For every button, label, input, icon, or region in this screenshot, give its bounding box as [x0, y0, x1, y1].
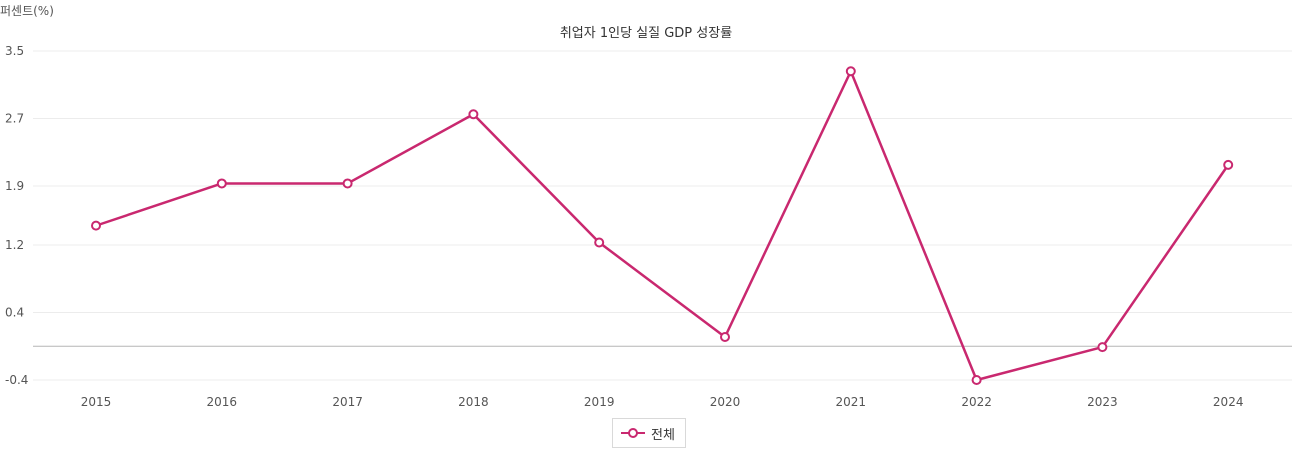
x-tick-label: 2021 — [836, 395, 867, 409]
data-point[interactable] — [594, 237, 605, 248]
series-line — [95, 69, 1230, 382]
y-tick-label: 0.4 — [5, 306, 24, 320]
data-point[interactable] — [720, 331, 730, 342]
data-point[interactable] — [845, 66, 856, 77]
axis-labels: 3.5 2.7 1.9 1.2 0.4 -0.4 2015 2016 2017 2018 2019 2… — [5, 44, 1243, 409]
x-tick-label: 2022 — [961, 395, 992, 409]
data-point[interactable] — [216, 178, 227, 189]
data-point[interactable] — [1097, 342, 1108, 353]
y-tick-label: -0.4 — [5, 373, 28, 387]
data-point[interactable] — [971, 375, 982, 385]
y-axis-unit-label: 퍼센트(%) — [0, 4, 54, 18]
series-layer — [91, 66, 1234, 385]
y-tick-label: 1.9 — [5, 179, 24, 193]
x-tick-label: 2020 — [710, 395, 741, 409]
x-tick-label: 2017 — [332, 395, 363, 409]
y-tick-label: 2.7 — [5, 111, 24, 125]
x-tick-label: 2016 — [207, 395, 238, 409]
x-tick-label: 2018 — [458, 395, 489, 409]
x-tick-label: 2023 — [1087, 395, 1118, 409]
legend-label: 전체 — [651, 427, 675, 443]
chart-title: 취업자 1인당 실질 GDP 성장률 — [559, 26, 733, 41]
data-point[interactable] — [468, 109, 479, 120]
data-point[interactable] — [342, 178, 353, 189]
legend-line-marker-icon — [621, 428, 645, 438]
legend[interactable]: 전체 — [612, 418, 686, 448]
x-tick-label: 2019 — [584, 395, 615, 409]
x-tick-label: 2015 — [81, 395, 112, 409]
y-tick-label: 1.2 — [5, 238, 24, 252]
data-point[interactable] — [91, 220, 101, 231]
y-tick-label: 3.5 — [5, 44, 24, 58]
grid-lines — [33, 50, 1292, 381]
data-point[interactable] — [1223, 159, 1234, 170]
x-tick-label: 2024 — [1213, 395, 1244, 409]
